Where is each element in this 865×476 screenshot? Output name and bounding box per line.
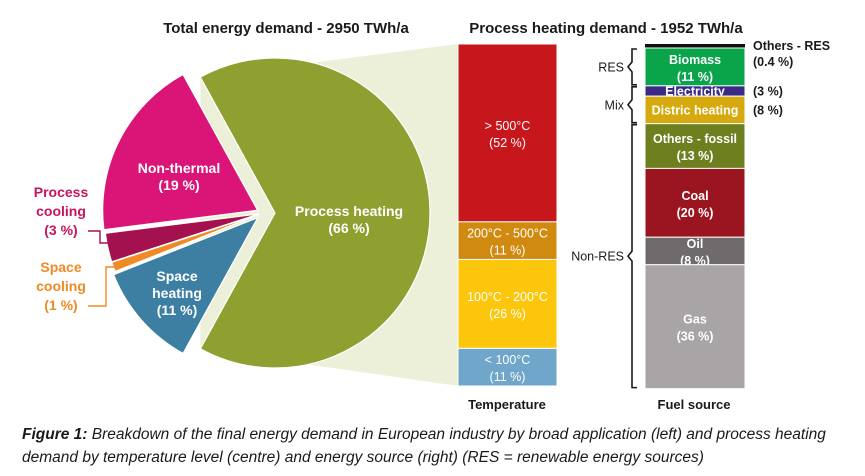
pie-outer-label-process-cooling: cooling <box>36 203 86 219</box>
pie-label-space-heating: heating <box>152 285 202 301</box>
fuel-percent-distric-heating: (8 %) <box>753 103 783 117</box>
fuel-label-electricity: Electricity <box>665 85 725 99</box>
fuel-segment-distric-heating <box>644 95 746 125</box>
temperature-percent-200-c-500-c: (11 %) <box>490 244 526 258</box>
fuel-percent-electricity: (3 %) <box>753 85 783 99</box>
temperature-segment-100-c-200-c <box>457 258 558 349</box>
bracket-mix <box>626 86 637 124</box>
pie-label-process-heating-percent: (66 %) <box>328 220 369 236</box>
fuel-source-stacked-bar: Others - RES (0.4 %) Biomass (11 %)Electric… <box>571 39 830 390</box>
temperature-percent-100-c: (11 %) <box>490 370 526 384</box>
temperature-percent-500-c: (52 %) <box>489 136 526 150</box>
fuel-percent-coal: (20 %) <box>677 206 714 220</box>
pie-title: Total energy demand - 2950 TWh/a <box>163 20 409 37</box>
temperature-percent-100-c-200-c: (26 %) <box>489 307 526 321</box>
fuel-percent-biomass: (11 %) <box>677 70 713 84</box>
pie-slice-non-thermal <box>102 73 259 231</box>
fuel-source-axis-label: Fuel source <box>658 397 731 412</box>
group-label-non-res: Non-RES <box>571 250 624 264</box>
energy-demand-figure: Total energy demand - 2950 TWh/a Process… <box>34 20 830 412</box>
pie-chart: Process heating(66 %)Non-thermal(19 %)Sp… <box>34 57 431 369</box>
fuel-segment-gas <box>644 264 746 390</box>
fuel-segment-others-res <box>645 44 745 48</box>
temperature-label-200-c-500-c: 200°C - 500°C <box>467 227 548 241</box>
group-label-res: RES <box>598 60 624 74</box>
fuel-label-distric-heating: Distric heating <box>652 103 739 117</box>
fuel-label-gas: Gas <box>683 313 707 327</box>
fuel-label-oil: Oil <box>687 237 704 251</box>
temperature-bar-title: Process heating demand - 1952 TWh/a <box>469 20 743 37</box>
bracket-non-res <box>626 123 637 389</box>
figure-caption: Figure 1: Breakdown of the final energy … <box>22 423 852 469</box>
pie-slice-space-heating <box>112 216 260 355</box>
fuel-percent-others-res: (0.4 %) <box>753 55 793 69</box>
fuel-label-biomass: Biomass <box>669 53 721 67</box>
pie-slice-process-cooling <box>104 213 260 263</box>
pie-outer-label-space-cooling: Space <box>40 259 81 275</box>
fuel-segment-oil <box>644 236 746 266</box>
pie-label-process-heating: Process heating <box>295 203 403 219</box>
pie-label-space-heating: Space <box>156 268 197 284</box>
pie-label-non-thermal: Non-thermal <box>138 160 220 176</box>
group-label-mix: Mix <box>605 98 625 112</box>
pie-outer-label-process-cooling: Process <box>34 184 89 200</box>
temperature-label-100-c-200-c: 100°C - 200°C <box>467 290 548 304</box>
temperature-axis-label: Temperature <box>468 397 546 412</box>
fuel-percent-gas: (36 %) <box>677 330 714 344</box>
fuel-label-others-fossil: Others - fossil <box>653 132 737 146</box>
fuel-segment-others-fossil <box>644 123 746 169</box>
pie-slice-process-heating <box>199 57 431 369</box>
temperature-label-100-c: < 100°C <box>485 353 531 367</box>
temperature-segment-200-c-500-c <box>457 221 558 260</box>
fuel-segment-coal <box>644 167 746 238</box>
pie-label-non-thermal-percent: (19 %) <box>158 177 199 193</box>
caption-prefix: Figure 1: <box>22 426 88 443</box>
fuel-percent-others-fossil: (13 %) <box>677 149 714 163</box>
pie-outer-label-space-cooling: cooling <box>36 278 86 294</box>
temperature-segment-100-c <box>457 347 558 387</box>
temperature-label-500-c: > 500°C <box>485 119 531 133</box>
leader-line-process-cooling <box>88 230 114 244</box>
caption-text: Breakdown of the final energy demand in … <box>22 426 826 466</box>
pie-outer-label-process-cooling: (3 %) <box>44 222 77 238</box>
temperature-stacked-bar: > 500°C (52 %) 200°C - 500°C (11 %) 100°C - … <box>457 43 558 387</box>
fuel-label-others-res: Others - RES <box>753 39 830 53</box>
pie-label-space-heating-percent: (11 %) <box>157 302 197 318</box>
pie-outer-label-space-cooling: (1 %) <box>44 297 77 313</box>
fuel-segment-biomass <box>644 47 746 87</box>
fuel-label-coal: Coal <box>681 189 708 203</box>
leader-line-space-cooling <box>88 266 118 307</box>
bracket-res <box>626 48 637 86</box>
temperature-segment-500-c <box>457 43 558 223</box>
